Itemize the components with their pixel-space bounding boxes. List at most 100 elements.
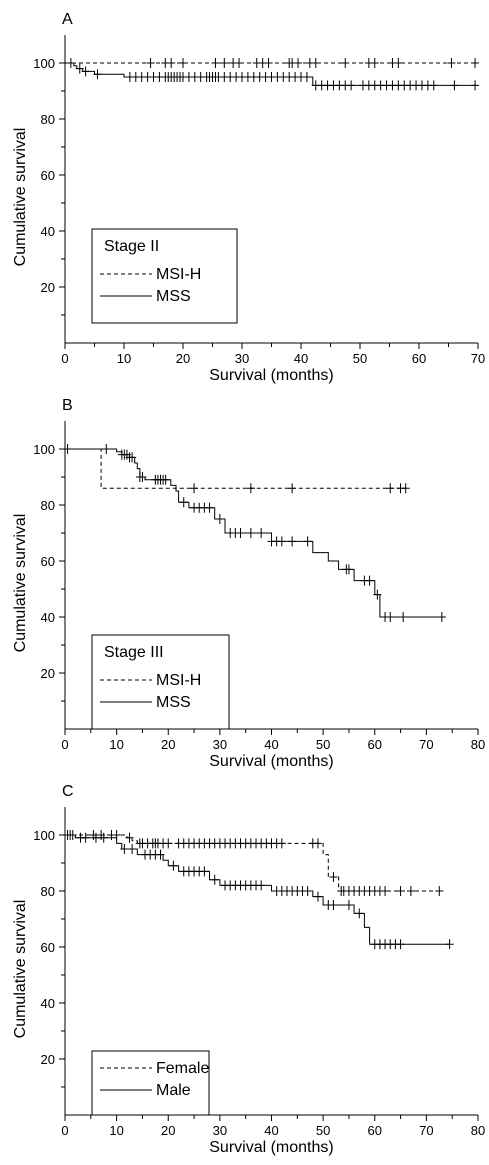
y-tick-label: 100: [33, 442, 55, 457]
censor-mark: [179, 497, 188, 508]
panel-c: C 20 40 60 80 100 0 10 20 30 40 50 60 70 80 Survival (m…: [0, 772, 489, 1165]
censor-mark: [200, 866, 209, 877]
censor-mark: [311, 58, 320, 68]
censor-mark: [406, 886, 415, 896]
x-tick-label: 40: [294, 351, 308, 366]
x-tick-label: 0: [61, 351, 68, 366]
censor-mark: [302, 72, 311, 82]
censor-mark: [179, 58, 187, 68]
censor-mark: [257, 880, 266, 891]
censor-mark: [215, 514, 224, 524]
y-tick-label: 40: [41, 610, 55, 625]
censor-mark: [288, 483, 297, 494]
legend-box: [91, 634, 230, 730]
censor-mark: [190, 483, 199, 494]
censor-mark: [128, 452, 137, 463]
censor-mark: [429, 80, 438, 91]
censor-mark: [370, 58, 379, 68]
panel-b: B 20 40 60 80 100 0 10 20 30 40 50 60 70 80 Survival (m…: [0, 386, 489, 778]
x-tick-label: 30: [235, 351, 249, 366]
y-tick-label: 80: [41, 498, 55, 513]
censor-mark: [396, 939, 405, 950]
censor-mark: [341, 58, 350, 68]
censor-mark: [167, 58, 176, 68]
censor-mark: [447, 58, 456, 68]
chart-b: B 20 40 60 80 100 0 10 20 30 40 50 60 70 80 Survival (m…: [12, 397, 485, 770]
censor-mark: [386, 483, 395, 494]
x-tick-label: 80: [471, 737, 485, 752]
censor-mark: [313, 891, 322, 902]
censor-mark: [125, 832, 134, 843]
x-tick-label: 30: [213, 737, 227, 752]
censor-mark: [102, 444, 111, 454]
x-tick-label: 0: [61, 1123, 68, 1138]
x-tick-label: 10: [109, 737, 123, 752]
censor-mark: [75, 63, 84, 74]
censor-mark: [205, 502, 214, 513]
censor-mark: [220, 58, 229, 68]
panel-label: A: [62, 11, 73, 28]
x-tick-label: 70: [419, 1123, 433, 1138]
x-tick-label: 20: [161, 1123, 175, 1138]
censor-mark: [313, 838, 322, 849]
censor-mark: [156, 849, 165, 860]
censor-mark: [236, 528, 245, 538]
censor-mark: [138, 472, 147, 482]
chart-a: A 20 40 60 80 100 0 10 20 30 40 50 60 70 Survival (mon…: [12, 11, 485, 384]
x-tick-label: 40: [264, 1123, 278, 1138]
censor-mark: [63, 444, 72, 454]
censor-mark: [128, 844, 137, 854]
x-tick-label: 80: [471, 1123, 485, 1138]
censor-mark: [294, 58, 303, 68]
panel-label: C: [62, 783, 74, 800]
legend-entry: MSS: [156, 288, 191, 305]
censor-mark: [246, 483, 255, 494]
y-tick-label: 60: [41, 940, 55, 955]
censor-mark: [120, 844, 129, 854]
y-tick-label: 40: [41, 224, 55, 239]
x-tick-label: 60: [412, 351, 426, 366]
series-line-male: [65, 834, 450, 945]
y-axis-title: Cumulative survival: [12, 900, 29, 1039]
legend-title: Stage II: [104, 238, 159, 255]
censor-mark: [344, 564, 353, 575]
x-tick-label: 20: [161, 737, 175, 752]
y-tick-label: 60: [41, 168, 55, 183]
censor-mark: [288, 536, 297, 547]
x-tick-label: 70: [419, 737, 433, 752]
censor-mark: [344, 900, 353, 910]
censor-mark: [210, 874, 219, 885]
censor-mark: [235, 58, 244, 68]
censor-mark: [257, 528, 266, 538]
censor-mark: [303, 536, 312, 547]
censor-mark: [68, 830, 77, 840]
panel-a: A 20 40 60 80 100 0 10 20 30 40 50 60 70 Survival (mon…: [0, 0, 489, 392]
censor-mark: [246, 528, 255, 538]
censor-mark: [394, 58, 403, 68]
censor-mark: [93, 69, 102, 80]
legend-entry: Male: [156, 1082, 191, 1099]
x-axis-title: Survival (months): [209, 1139, 333, 1156]
censor-mark: [399, 612, 408, 622]
chart-c: C 20 40 60 80 100 0 10 20 30 40 50 60 70 80 Survival (m…: [12, 783, 485, 1156]
censor-mark: [161, 474, 170, 485]
x-tick-label: 50: [316, 737, 330, 752]
series-line-msi-h: [65, 448, 406, 489]
censor-mark: [277, 536, 286, 547]
legend-entry: MSI-H: [156, 672, 201, 689]
censor-mark: [99, 832, 108, 843]
y-tick-label: 100: [33, 56, 55, 71]
censor-mark: [355, 908, 364, 919]
x-tick-label: 40: [264, 737, 278, 752]
legend-entry: Female: [156, 1060, 209, 1077]
censor-mark: [396, 886, 405, 896]
legend-box: [91, 1050, 210, 1116]
x-tick-label: 60: [368, 737, 382, 752]
censor-mark: [169, 860, 178, 871]
x-tick-label: 0: [61, 737, 68, 752]
censor-mark: [81, 66, 90, 77]
censor-mark: [435, 886, 444, 896]
legend-box: [91, 228, 238, 324]
y-tick-label: 20: [41, 666, 55, 681]
x-axis-title: Survival (months): [209, 367, 333, 384]
